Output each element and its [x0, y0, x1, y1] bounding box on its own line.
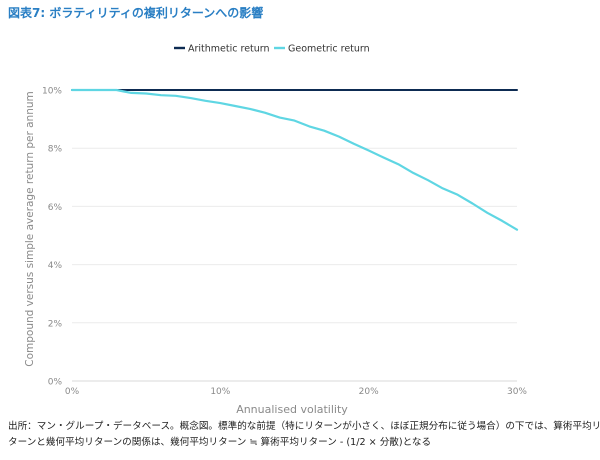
legend: Arithmetic return Geometric return [174, 44, 370, 55]
source-note: 出所：マン・グループ・データベース。概念図。標準的な前提（特にリターンが小さく、… [8, 419, 600, 451]
series-layer [70, 88, 519, 231]
y-tick-label: 0% [48, 378, 63, 388]
x-tick-label: 0% [65, 387, 80, 397]
figure-title: 図表7: ボラティリティの複利リターンへの影響 [8, 6, 264, 20]
grid-layer [72, 89, 517, 382]
y-tick-label: 8% [48, 145, 63, 155]
y-tick-label: 4% [48, 261, 63, 271]
x-tick-label: 20% [359, 387, 379, 397]
y-axis-label: Compound versus simple average return pe… [24, 91, 36, 366]
axis-layer: 0% 2% 4% 6% 8% 10% 0% 10% 20% 30% [42, 87, 527, 398]
y-tick-label: 6% [48, 203, 63, 213]
x-axis-label: Annualised volatility [236, 403, 348, 416]
series-line-geometric [70, 88, 519, 231]
x-tick-label: 10% [210, 387, 230, 397]
source-line-2: ターンと幾何平均リターンの関係は、幾何平均リターン ≒ 算術平均リターン - (… [8, 437, 432, 448]
x-tick-label: 30% [507, 387, 527, 397]
legend-label: Arithmetic return [188, 44, 270, 55]
source-line-1: 出所：マン・グループ・データベース。概念図。標準的な前提（特にリターンが小さく、… [8, 421, 600, 432]
legend-label: Geometric return [288, 44, 370, 55]
y-tick-label: 10% [42, 87, 62, 97]
y-tick-label: 2% [48, 319, 63, 329]
